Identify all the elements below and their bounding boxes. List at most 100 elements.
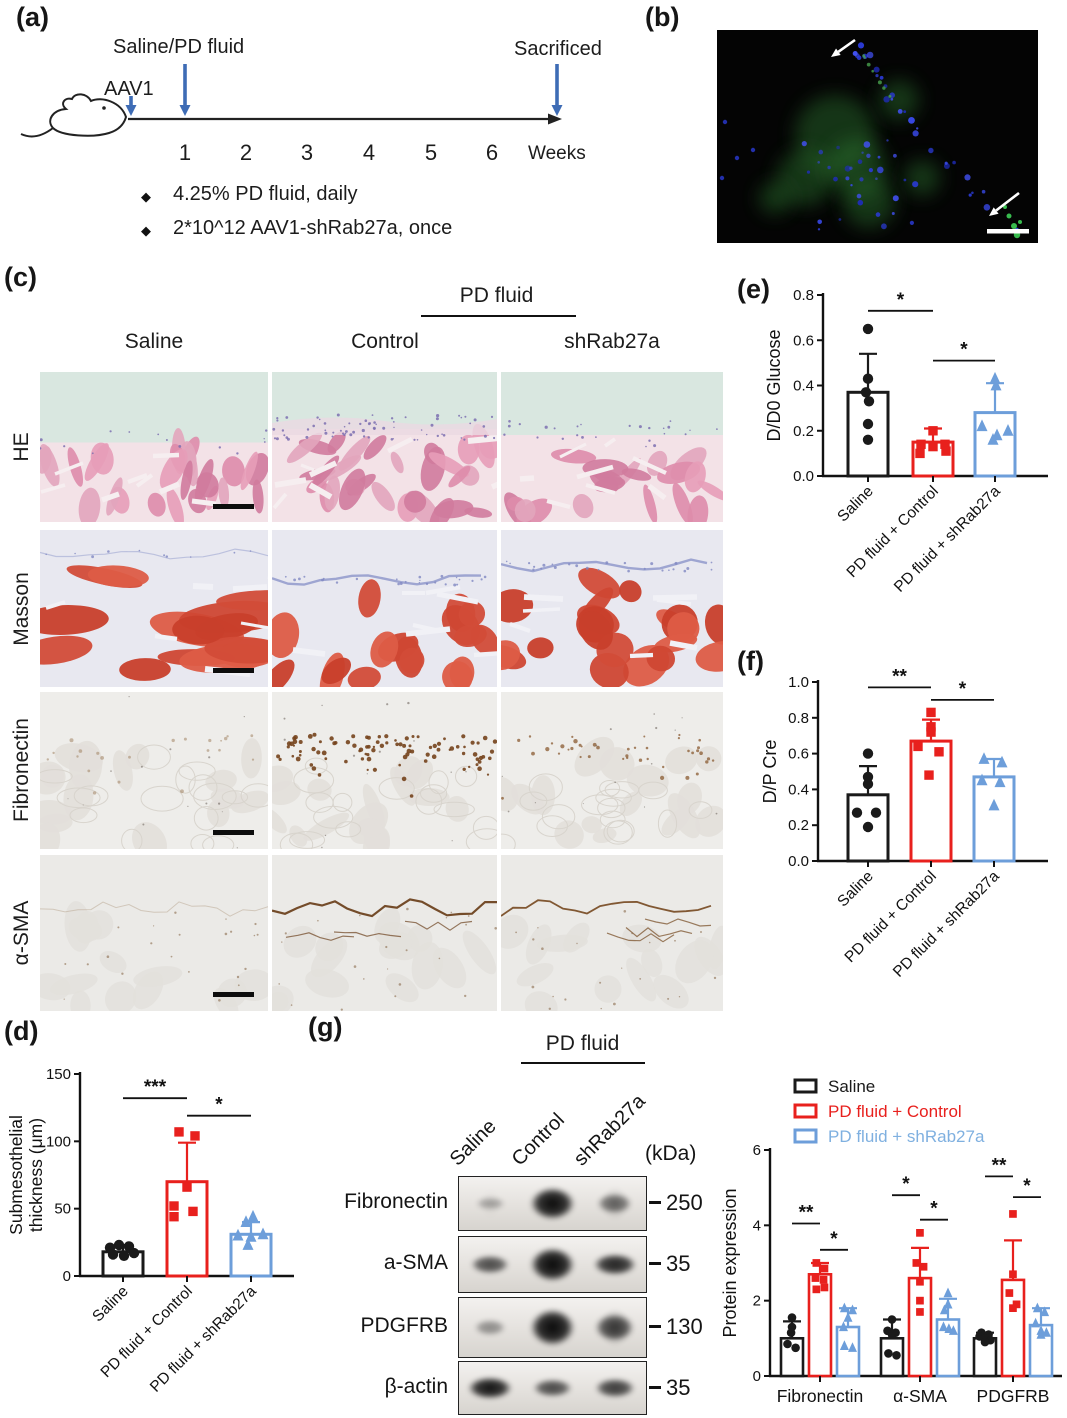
svg-text:0.0: 0.0	[793, 468, 814, 485]
svg-text:50: 50	[54, 1201, 71, 1218]
svg-text:*: *	[830, 1229, 838, 1250]
timeline-drawing	[20, 64, 563, 138]
blot-fibronectin	[458, 1176, 647, 1231]
svg-text:PD fluid + shRab27a: PD fluid + shRab27a	[147, 1283, 260, 1396]
bullet-aav1-dose: 2*10^12 AAV1-shRab27a, once	[173, 217, 453, 239]
blot-band-smear	[527, 1300, 578, 1355]
week-3: 3	[300, 140, 314, 165]
blot-band	[464, 1251, 517, 1278]
weeks-label: Weeks	[528, 143, 586, 164]
svg-text:*: *	[960, 340, 968, 361]
panel-g-label: (g)	[308, 1012, 343, 1042]
svg-text:Submesothelial: Submesothelial	[6, 1115, 26, 1235]
svg-text:0.4: 0.4	[793, 378, 814, 395]
blot-band-smear	[528, 1179, 577, 1228]
histology-fibronectin-shrab27a	[501, 692, 723, 849]
bar	[972, 775, 1016, 863]
svg-text:PDGFRB: PDGFRB	[977, 1386, 1050, 1406]
panel-b-label: (b)	[645, 2, 680, 32]
legend-swatch	[793, 1078, 818, 1094]
svg-text:0.6: 0.6	[788, 746, 809, 763]
bullet-pd-fluid: 4.25% PD fluid, daily	[173, 183, 358, 205]
svg-text:Protein expression: Protein expression	[720, 1188, 740, 1337]
bar	[907, 1276, 933, 1378]
week-1: 1	[178, 140, 192, 165]
histology-asma-saline	[40, 855, 268, 1011]
blot-band	[470, 1194, 510, 1213]
scale-bar	[213, 992, 255, 998]
svg-text:D/D0 Glucose: D/D0 Glucose	[764, 329, 784, 441]
blot-band	[469, 1316, 512, 1338]
svg-text:PD fluid + shRab27a: PD fluid + shRab27a	[890, 868, 1003, 981]
lane-saline: Saline	[445, 1115, 501, 1171]
panel-d-label: (d)	[4, 1016, 39, 1046]
mouse-icon	[20, 93, 128, 138]
chart-dp-cre: 0.0 0.2 0.4 0.6 0.8 1.0 D/P Cre Saline PD fluid …	[730, 640, 1067, 1018]
event-sacrificed: Sacrificed	[514, 38, 602, 60]
diamond-icon: ◆	[141, 189, 151, 204]
row-he: HE	[10, 432, 33, 462]
event-aav1: AAV1	[104, 78, 154, 100]
timeline-axis	[128, 113, 562, 125]
column-shrab27a: shRab27a	[564, 330, 660, 353]
blot-bactin	[458, 1361, 647, 1415]
svg-text:1.0: 1.0	[788, 674, 809, 691]
svg-text:0: 0	[63, 1268, 71, 1285]
blot-band	[591, 1190, 639, 1217]
chart-dd0-glucose: 0.0 0.2 0.4 0.6 0.8 D/D0 Glucose Saline PD flui…	[730, 270, 1067, 650]
svg-text:4: 4	[753, 1217, 761, 1234]
blot-label-pdgfrb: PDGFRB	[360, 1314, 448, 1337]
blot-pd-fluid-underline	[521, 1062, 645, 1064]
svg-text:*: *	[215, 1095, 223, 1116]
kda-35b: 35	[666, 1375, 691, 1400]
svg-text:Saline: Saline	[89, 1283, 131, 1325]
svg-text:2: 2	[753, 1293, 761, 1310]
svg-text:Fibronectin: Fibronectin	[777, 1386, 864, 1406]
blot-band-smear	[595, 1179, 634, 1228]
blot-label-fibronectin: Fibronectin	[344, 1190, 448, 1213]
scale-bar	[213, 830, 255, 836]
blot-band	[522, 1182, 583, 1225]
scale-bar	[987, 229, 1029, 234]
column-control: Control	[351, 330, 419, 353]
panel-f-label: (f)	[737, 646, 764, 676]
svg-text:*: *	[902, 1174, 910, 1195]
lane-control: Control	[507, 1109, 569, 1171]
blot-band	[521, 1241, 584, 1288]
row-fibronectin: Fibronectin	[10, 718, 33, 822]
svg-text:0: 0	[753, 1368, 761, 1385]
svg-text:*: *	[897, 290, 905, 311]
histology-fibronectin-control	[272, 692, 497, 849]
blot-label-asma: a-SMA	[383, 1251, 448, 1274]
legend-swatch	[793, 1103, 818, 1119]
histology-masson-control	[272, 530, 497, 687]
svg-text:PD fluid + shRab27a: PD fluid + shRab27a	[891, 483, 1004, 596]
svg-text:**: **	[799, 1203, 814, 1224]
blot-asma	[458, 1236, 647, 1293]
week-4: 4	[362, 140, 376, 165]
histology-asma-shrab27a	[501, 855, 723, 1011]
chart-protein-expression: 0 2 4 6 Protein expression Fibronectin α-SMA PD…	[720, 1040, 1067, 1418]
blot-band	[588, 1308, 642, 1347]
week-6: 6	[485, 140, 499, 165]
svg-text:thickness (μm): thickness (μm)	[26, 1118, 46, 1232]
svg-text:0.2: 0.2	[788, 817, 809, 834]
diamond-icon: ◆	[141, 223, 151, 238]
pd-fluid-header: PD fluid	[459, 284, 534, 307]
svg-text:*: *	[1023, 1176, 1031, 1197]
event-saline-pd-fluid: Saline/PD fluid	[113, 36, 245, 58]
histology-masson-saline	[40, 530, 268, 687]
histology-asma-control	[272, 855, 497, 1011]
bar	[165, 1180, 209, 1278]
legend-label: PD fluid + shRab27a	[828, 1127, 985, 1146]
bar	[909, 739, 953, 863]
blot-pd-fluid-header: PD fluid	[545, 1032, 620, 1055]
legend-label: Saline	[828, 1077, 875, 1096]
white-arrow-icon	[831, 38, 856, 57]
scale-bar	[213, 668, 255, 674]
svg-text:0.8: 0.8	[788, 710, 809, 727]
kda-tick	[649, 1386, 661, 1389]
kda-35a: 35	[666, 1251, 691, 1276]
chart-submesothelial-thickness: 0 50 100 150 Submesothelial thickness (μm) Sal…	[0, 1010, 310, 1418]
